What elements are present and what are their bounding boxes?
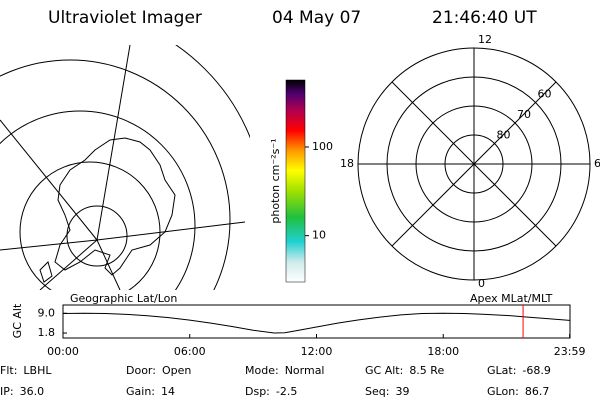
info-label: Door: bbox=[126, 364, 156, 377]
info-value: 39 bbox=[395, 385, 409, 398]
info-label: Flt: bbox=[0, 364, 17, 377]
date: 04 May 07 bbox=[272, 8, 361, 28]
lat-circle bbox=[415, 105, 533, 223]
info-label: IP: bbox=[0, 385, 14, 398]
info-value: 36.0 bbox=[20, 385, 45, 398]
info-field: Seq: 39 bbox=[365, 385, 409, 398]
info-label: GC Alt: bbox=[365, 364, 403, 377]
info-label: Seq: bbox=[365, 385, 389, 398]
info-value: -2.5 bbox=[276, 385, 297, 398]
info-field: Gain: 14 bbox=[126, 385, 175, 398]
mlt-label: 0 bbox=[478, 277, 485, 290]
info-field: Mode: Normal bbox=[245, 364, 325, 377]
info-field: GLon: 86.7 bbox=[487, 385, 549, 398]
info-label: Mode: bbox=[245, 364, 279, 377]
info-value: 86.7 bbox=[525, 385, 550, 398]
info-value: Open bbox=[162, 364, 191, 377]
info-value: 8.5 Re bbox=[409, 364, 444, 377]
geo-map bbox=[0, 45, 250, 290]
x-tick-label: 00:00 bbox=[47, 345, 79, 358]
info-field: GLat: -68.9 bbox=[487, 364, 551, 377]
y-tick-label: 1.8 bbox=[38, 326, 56, 339]
info-label: Gain: bbox=[126, 385, 155, 398]
altitude-line bbox=[62, 312, 570, 334]
lat-label: 80 bbox=[497, 128, 511, 141]
x-tick-label: 06:00 bbox=[174, 345, 206, 358]
y-axis-label: GC Alt bbox=[11, 303, 24, 338]
info-value: 14 bbox=[161, 385, 175, 398]
info-value: LBHL bbox=[23, 364, 52, 377]
colorbar-tick-label: 10 bbox=[312, 229, 326, 242]
info-value: -68.9 bbox=[522, 364, 550, 377]
info-field: Flt: LBHL bbox=[0, 364, 52, 377]
polar-label: Apex MLat/MLT bbox=[470, 292, 553, 305]
info-field: GC Alt: 8.5 Re bbox=[365, 364, 444, 377]
info-field: Dsp: -2.5 bbox=[245, 385, 297, 398]
mlt-label: 18 bbox=[340, 157, 354, 170]
plot-frame bbox=[62, 304, 571, 339]
lat-circle bbox=[444, 134, 504, 194]
map-label: Geographic Lat/Lon bbox=[70, 292, 177, 305]
info-label: GLat: bbox=[487, 364, 516, 377]
x-tick-label: 18:00 bbox=[427, 345, 459, 358]
info-field: Door: Open bbox=[126, 364, 191, 377]
lat-circle bbox=[386, 76, 562, 252]
mlt-label: 6 bbox=[594, 157, 600, 170]
lat-label: 70 bbox=[517, 108, 531, 121]
instrument-title: Ultraviolet Imager bbox=[48, 8, 202, 28]
info-value: Normal bbox=[285, 364, 325, 377]
time: 21:46:40 UT bbox=[432, 8, 537, 28]
x-tick-label: 12:00 bbox=[301, 345, 333, 358]
mlt-label: 12 bbox=[478, 33, 492, 46]
x-tick-label: 23:59 bbox=[554, 345, 586, 358]
colorbar bbox=[285, 79, 306, 283]
colorbar-tick-label: 100 bbox=[312, 140, 333, 153]
lat-label: 60 bbox=[538, 87, 552, 100]
polar-grid bbox=[357, 47, 591, 281]
info-label: GLon: bbox=[487, 385, 519, 398]
colorbar-label: photon cm⁻²s⁻¹ bbox=[269, 138, 282, 223]
y-tick-label: 9.0 bbox=[38, 306, 56, 319]
info-label: Dsp: bbox=[245, 385, 270, 398]
info-field: IP: 36.0 bbox=[0, 385, 44, 398]
